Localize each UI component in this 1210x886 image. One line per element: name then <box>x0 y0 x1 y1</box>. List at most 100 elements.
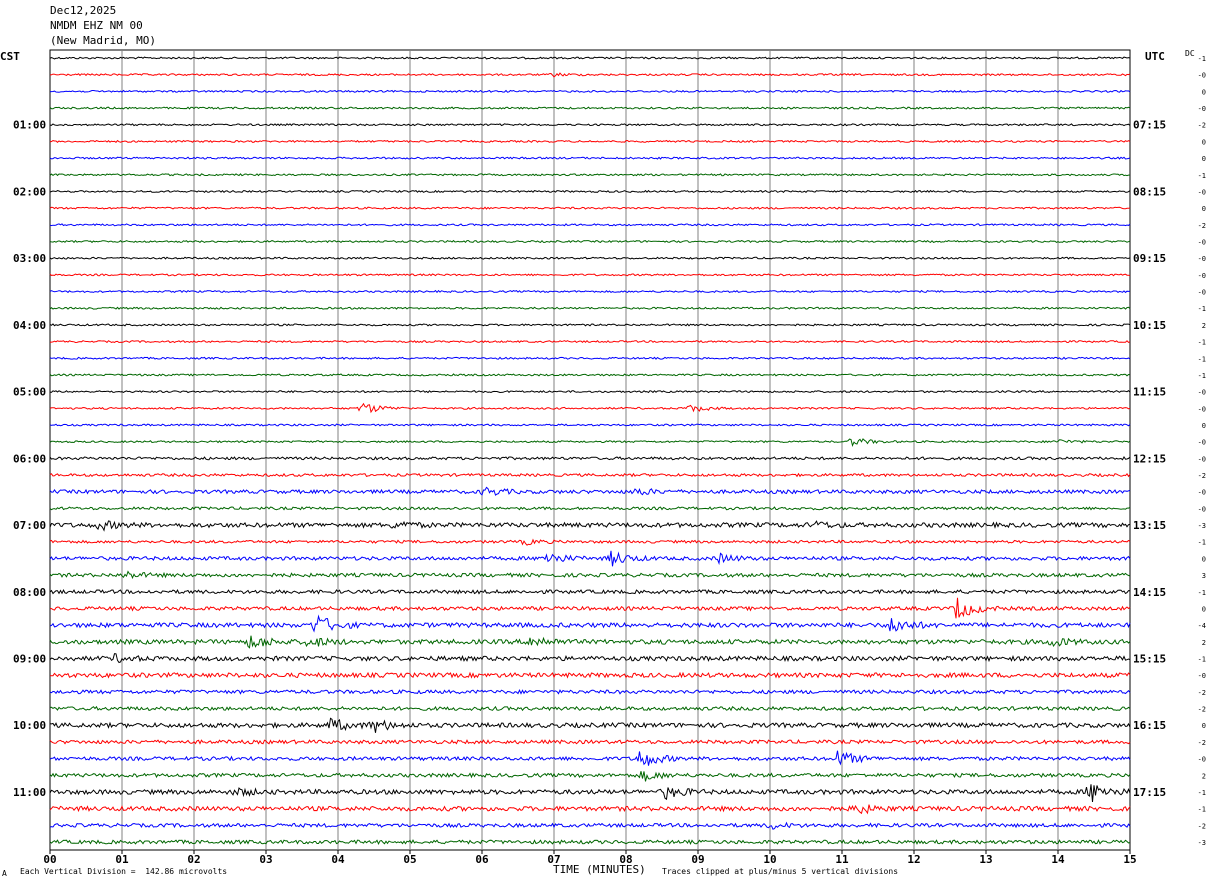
seismic-trace <box>49 256 1131 260</box>
dc-offset-value: 2 <box>1202 322 1206 330</box>
dc-offset-value: -1 <box>1198 355 1206 363</box>
dc-offset-value: 0 <box>1202 205 1206 213</box>
x-tick-label: 05 <box>403 853 416 866</box>
left-hour-label: 11:00 <box>13 786 46 799</box>
dc-offset-value: -2 <box>1198 706 1206 714</box>
seismic-trace <box>49 139 1131 144</box>
seismic-trace <box>49 635 1131 649</box>
dc-offset-value: -0 <box>1198 505 1206 513</box>
dc-offset-value: -1 <box>1198 789 1206 797</box>
seismic-trace <box>49 339 1131 344</box>
dc-offset-value: -1 <box>1198 589 1206 597</box>
seismic-trace <box>49 56 1131 60</box>
dc-offset-value: 0 <box>1202 155 1206 163</box>
seismic-trace <box>49 688 1131 695</box>
dc-offset-value: 0 <box>1202 88 1206 96</box>
dc-offset-value: -0 <box>1198 188 1206 196</box>
dc-offset-value: -0 <box>1198 72 1206 80</box>
seismic-trace <box>49 739 1131 745</box>
seismic-trace <box>49 402 1131 414</box>
dc-offset-value: -2 <box>1198 739 1206 747</box>
seismic-trace <box>49 206 1131 210</box>
seismic-trace <box>49 705 1131 712</box>
dc-offset-value: -2 <box>1198 122 1206 130</box>
scale-note: Each Vertical Division = 142.86 microvol… <box>20 867 228 876</box>
seismic-trace <box>49 771 1131 782</box>
left-hour-label: 04:00 <box>13 319 46 332</box>
x-tick-label: 11 <box>835 853 849 866</box>
dc-offset-value: -3 <box>1198 522 1206 530</box>
x-tick-label: 06 <box>475 853 489 866</box>
dc-offset-value: -0 <box>1198 238 1206 246</box>
seismic-trace <box>49 472 1131 478</box>
seismic-trace <box>49 550 1131 567</box>
dc-offset-value: 0 <box>1202 722 1206 730</box>
right-hour-label: 16:15 <box>1133 719 1166 732</box>
station-location: (New Madrid, MO) <box>50 34 156 47</box>
seismic-trace <box>49 423 1131 427</box>
seismic-trace <box>49 597 1131 619</box>
dc-offset-value: -4 <box>1198 622 1206 630</box>
seismic-trace <box>49 505 1131 511</box>
x-tick-label: 00 <box>43 853 56 866</box>
seismic-trace <box>49 289 1131 294</box>
right-hour-label: 07:15 <box>1133 119 1166 132</box>
left-hour-label: 10:00 <box>13 719 46 732</box>
left-hour-label: 05:00 <box>13 386 46 399</box>
seismic-trace <box>49 588 1131 595</box>
dc-offset-value: -0 <box>1198 405 1206 413</box>
dc-offset-value: -1 <box>1198 372 1206 380</box>
dc-offset-value: 0 <box>1202 605 1206 613</box>
helicorder-date: Dec12,2025 <box>50 4 117 17</box>
right-hour-label: 11:15 <box>1133 386 1166 399</box>
x-axis-label: TIME (MINUTES) <box>553 863 646 876</box>
dc-offset-value: -1 <box>1198 656 1206 664</box>
seismic-trace <box>49 273 1131 277</box>
dc-offset-value: -2 <box>1198 472 1206 480</box>
x-tick-label: 07 <box>547 853 560 866</box>
dc-offset-value: -0 <box>1198 672 1206 680</box>
seismic-trace <box>49 72 1131 78</box>
dc-offset-value: 0 <box>1202 422 1206 430</box>
seismic-trace <box>49 804 1131 815</box>
left-hour-label: 09:00 <box>13 653 46 666</box>
dc-offset-value: -1 <box>1198 55 1206 63</box>
dc-offset-value: -0 <box>1198 389 1206 397</box>
right-hour-label: 13:15 <box>1133 519 1166 532</box>
dc-offset-label: DC <box>1185 49 1195 58</box>
right-hour-label: 09:15 <box>1133 252 1166 265</box>
x-tick-label: 09 <box>691 853 704 866</box>
seismic-trace <box>49 156 1131 160</box>
seismic-trace <box>49 538 1131 546</box>
dc-offset-value: 0 <box>1202 555 1206 563</box>
seismic-trace <box>49 373 1131 377</box>
corner-mark: A <box>2 869 7 878</box>
seismic-trace <box>49 123 1131 127</box>
seismic-trace <box>49 717 1131 733</box>
dc-offset-value: -1 <box>1198 539 1206 547</box>
station-code: NMDM EHZ NM 00 <box>50 19 143 32</box>
x-tick-label: 03 <box>259 853 272 866</box>
dc-offset-value: -2 <box>1198 222 1206 230</box>
seismic-trace <box>49 173 1131 177</box>
dc-offset-value: -0 <box>1198 289 1206 297</box>
left-hour-label: 01:00 <box>13 119 46 132</box>
dc-offset-value: -3 <box>1198 839 1206 847</box>
dc-offset-value: -0 <box>1198 756 1206 764</box>
dc-offset-value: -0 <box>1198 439 1206 447</box>
seismic-trace <box>49 750 1131 766</box>
clip-note: Traces clipped at plus/minus 5 vertical … <box>662 867 899 876</box>
dc-offset-value: -0 <box>1198 105 1206 113</box>
dc-offset-value: 3 <box>1202 572 1206 580</box>
seismic-trace <box>49 784 1131 802</box>
dc-offset-value: -0 <box>1198 272 1206 280</box>
left-timezone-label: CST <box>0 50 20 63</box>
dc-offset-value: 0 <box>1202 138 1206 146</box>
dc-offset-value: 2 <box>1202 639 1206 647</box>
left-hour-label: 08:00 <box>13 586 46 599</box>
dc-offset-value: -1 <box>1198 339 1206 347</box>
right-hour-label: 14:15 <box>1133 586 1166 599</box>
dc-offset-value: -1 <box>1198 806 1206 814</box>
dc-offset-value: 2 <box>1202 772 1206 780</box>
